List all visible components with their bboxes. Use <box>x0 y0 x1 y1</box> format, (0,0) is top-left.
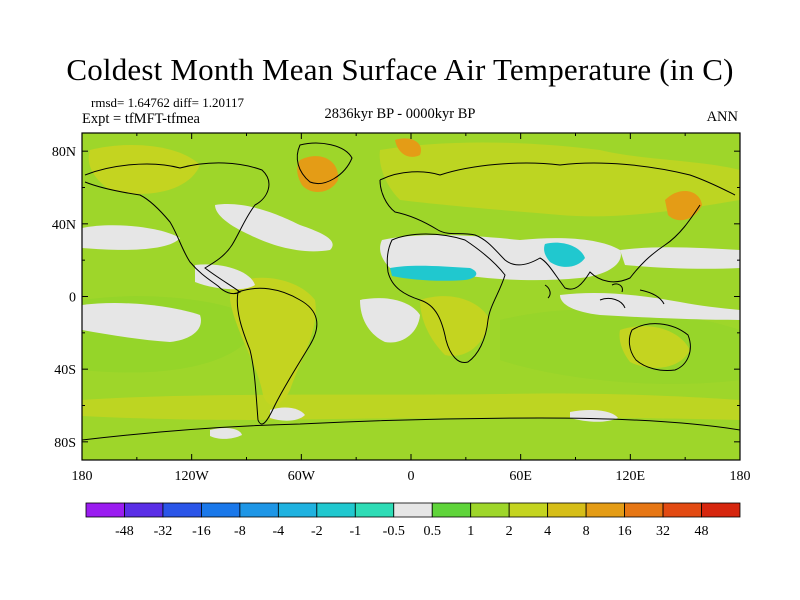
colorbar-swatch <box>124 502 164 518</box>
colorbar-swatch <box>393 502 433 518</box>
field-warm-patch <box>230 277 316 405</box>
field-warm-patch <box>379 142 740 217</box>
colorbar-swatch <box>624 502 664 518</box>
axis-ticks <box>81 133 741 460</box>
field-neutral-patch <box>82 303 201 342</box>
field-neutral-patch <box>195 264 255 290</box>
coast-islands <box>544 283 665 309</box>
colorbar-label: 2 <box>506 524 513 539</box>
coast-north-america <box>84 162 270 295</box>
colorbar-swatch <box>354 502 395 518</box>
colorbar-label: -0.5 <box>383 524 405 539</box>
lat-tick-label: 0 <box>69 291 76 306</box>
lat-tick-label: 40N <box>52 218 76 233</box>
lon-tick-label: 120W <box>175 469 210 484</box>
season-text: ANN <box>706 109 738 125</box>
axis-tick-labels: 180 120W 60W 0 60E 120E 180 80N 40N 0 40S 80S <box>52 145 751 484</box>
map-title: Coldest Month Mean Surface Air Temperatu… <box>66 52 734 87</box>
colorbar-swatch <box>547 502 587 518</box>
colorbar-swatch <box>662 502 702 518</box>
lon-tick-label: 0 <box>408 469 415 484</box>
field-neutral-patch <box>270 407 305 421</box>
lon-tick-label: 60E <box>509 469 532 484</box>
field-hot-patch <box>297 156 339 192</box>
field-neutral-patch <box>560 292 740 320</box>
coast-south-america <box>236 287 318 425</box>
colorbar-label: -2 <box>311 524 323 539</box>
experiment-text: Expt = tfMFT-tfmea <box>82 111 200 127</box>
field-hot-patch <box>665 190 702 221</box>
period-text: 2836kyr BP - 0000kyr BP <box>324 106 476 122</box>
lon-tick-label: 180 <box>730 469 751 484</box>
coast-australia <box>628 323 691 371</box>
colorbar-label: 8 <box>583 524 590 539</box>
field-green-patch <box>500 309 740 384</box>
colorbar-label: -4 <box>273 524 285 539</box>
colorbar-swatch <box>508 502 549 518</box>
colorbar-label: 32 <box>656 524 670 539</box>
colorbar-label: -16 <box>192 524 211 539</box>
colorbar <box>85 502 741 518</box>
field-hot-patch <box>395 138 421 157</box>
field-neutral-patch <box>360 298 420 343</box>
colorbar-label: 0.5 <box>423 524 441 539</box>
colorbar-label: 48 <box>695 524 709 539</box>
colorbar-label: 16 <box>618 524 632 539</box>
coast-antarctica <box>82 417 740 441</box>
colorbar-swatch <box>201 502 241 518</box>
field-neutral-patch <box>82 225 180 250</box>
colorbar-swatch <box>316 502 356 518</box>
colorbar-label: -32 <box>154 524 173 539</box>
colorbar-swatch <box>585 502 625 518</box>
field-warm-patch <box>619 326 690 368</box>
colorbar-swatch <box>431 502 472 518</box>
field-cool-patch <box>390 265 477 281</box>
colorbar-label: 4 <box>544 524 551 539</box>
lon-tick-label: 120E <box>616 469 646 484</box>
colorbar-label: -1 <box>349 524 361 539</box>
colorbar-swatch <box>162 502 202 518</box>
colorbar-swatch <box>470 502 510 518</box>
colorbar-swatch <box>85 502 125 518</box>
lon-tick-label: 60W <box>288 469 316 484</box>
field-neutral-patch <box>620 247 740 269</box>
field-warm-patch <box>82 393 740 420</box>
lat-tick-label: 40S <box>54 363 76 378</box>
colorbar-label: -48 <box>115 524 134 539</box>
field-warm-patch <box>88 145 200 194</box>
colorbar-swatch <box>277 502 318 518</box>
colorbar-swatch <box>239 502 279 518</box>
coastlines <box>82 142 740 441</box>
field-warm-patch <box>420 296 490 356</box>
field-neutral-patch <box>210 427 242 439</box>
colorbar-swatch <box>701 502 741 518</box>
colorbar-label: 1 <box>467 524 474 539</box>
colorbar-labels: -48 -32 -16 -8 -4 -2 -1 -0.5 0.5 1 2 4 8 16 32 48 <box>115 524 708 539</box>
coast-africa <box>386 233 506 364</box>
stats-text: rmsd= 1.64762 diff= 1.20117 <box>91 95 244 110</box>
coast-greenland <box>296 142 353 184</box>
lon-tick-label: 180 <box>72 469 93 484</box>
colorbar-label: -8 <box>234 524 246 539</box>
lat-tick-label: 80N <box>52 145 76 160</box>
field-cool-patch <box>544 242 585 267</box>
field-neutral-patch <box>215 204 333 252</box>
lat-tick-label: 80S <box>54 436 76 451</box>
coast-europe-asia <box>379 162 736 290</box>
